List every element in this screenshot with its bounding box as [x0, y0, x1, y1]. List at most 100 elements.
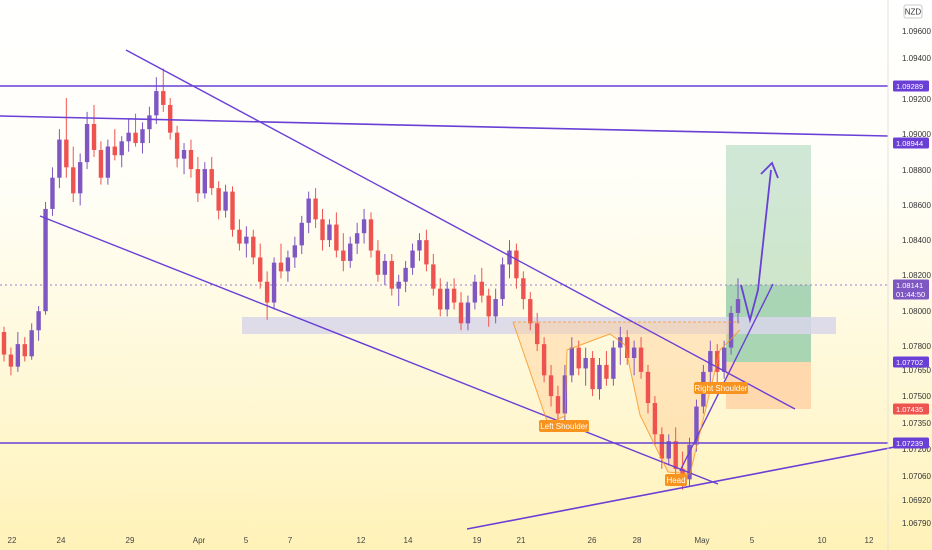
candle-body — [299, 222, 304, 246]
candle-body — [258, 257, 263, 282]
annotations-layer: Left Shoulder Head Right Shoulder — [539, 382, 748, 486]
candle — [528, 292, 533, 331]
candle-body — [576, 347, 581, 369]
price-tag-bg — [893, 80, 929, 92]
candle — [306, 191, 311, 234]
candle-body — [673, 441, 678, 469]
candle — [237, 219, 242, 251]
price-tick-label: 1.08200 — [902, 271, 931, 280]
price-tag-value: 1.08141 — [896, 281, 923, 290]
candle — [105, 139, 111, 185]
candle — [417, 233, 422, 261]
candle — [728, 306, 734, 355]
candle — [472, 274, 478, 310]
candle-body — [15, 344, 21, 367]
price-tag-bg — [893, 356, 929, 368]
candle-body — [119, 141, 124, 156]
price-tag-bg — [893, 279, 929, 300]
candle-body — [22, 344, 27, 357]
candle-body — [354, 233, 360, 244]
candle-body — [403, 267, 408, 282]
price-tag: 1.07702 — [893, 356, 929, 368]
time-tick-label: May — [694, 536, 709, 545]
candle-body — [583, 358, 588, 369]
candle — [569, 337, 575, 383]
price-tick-label: 1.07800 — [902, 342, 931, 351]
candle-body — [375, 250, 381, 275]
candle — [147, 106, 152, 144]
candle — [521, 271, 526, 310]
candle — [271, 257, 277, 310]
price-tick-label: 1.07200 — [902, 445, 931, 454]
price-tick-label: 1.07500 — [902, 392, 931, 401]
candle-body — [29, 330, 34, 357]
candle-body — [396, 281, 401, 289]
pattern-label-text: Right Shoulder — [695, 384, 748, 393]
currency-badge-text: NZD — [905, 8, 922, 17]
candle — [444, 281, 450, 317]
candle — [410, 243, 415, 275]
candle-body — [534, 323, 540, 345]
candle-body — [541, 344, 547, 376]
candle-body — [694, 406, 699, 445]
price-tag-bg — [893, 403, 929, 415]
pattern-label-bg — [694, 382, 748, 394]
head-shoulders-outline — [512, 321, 741, 475]
price-axis: NZD 1.09600 1.09400 1.09200 1.09000 1.08800 1.… — [887, 0, 931, 550]
candle — [64, 98, 69, 178]
candle-body — [562, 375, 568, 414]
candle-body — [652, 403, 658, 435]
time-tick-label: 21 — [517, 536, 526, 545]
pattern-label: Right Shoulder — [694, 382, 748, 394]
candle-body — [514, 250, 519, 279]
candle — [327, 219, 332, 248]
candle — [209, 156, 214, 196]
candle — [354, 222, 360, 254]
candle-body — [327, 224, 332, 241]
pattern-label-bg — [539, 420, 589, 432]
candle — [258, 243, 263, 289]
candle-body — [84, 124, 90, 163]
candle — [334, 212, 339, 258]
price-tick-label: 1.09200 — [902, 95, 931, 104]
upper-long-trendline — [0, 115, 889, 137]
candle-body — [735, 299, 741, 313]
candle-body — [50, 177, 55, 209]
candle-body — [708, 351, 713, 372]
candle — [251, 229, 256, 265]
candle — [541, 337, 547, 383]
candle — [140, 122, 145, 154]
candle — [431, 254, 436, 296]
projection-path — [740, 169, 772, 324]
price-tag-value: 1.07435 — [896, 405, 923, 414]
candle — [57, 129, 62, 189]
candle-body — [458, 302, 464, 324]
candle-body — [528, 299, 533, 324]
candle-body — [382, 260, 388, 275]
time-tick-label: Apr — [193, 536, 206, 545]
candle — [292, 236, 298, 268]
candle-body — [638, 347, 644, 372]
candle — [8, 347, 14, 376]
candle-body — [251, 236, 256, 258]
candle — [486, 288, 491, 327]
candle-body — [91, 124, 97, 150]
candle-body — [195, 169, 201, 194]
candle-body — [112, 146, 117, 156]
price-tag-value: 1.07239 — [896, 439, 923, 448]
candle — [652, 396, 658, 445]
candle-body — [438, 288, 443, 310]
candle — [597, 358, 602, 400]
pattern-label: Head — [665, 474, 687, 486]
candle-body — [320, 219, 325, 241]
pattern-label-text: Head — [666, 476, 685, 485]
candle-body — [479, 281, 484, 296]
candle-body — [43, 208, 48, 312]
time-tick-label: 22 — [8, 536, 17, 545]
candle — [174, 125, 180, 168]
candle — [188, 139, 194, 178]
candle — [223, 184, 228, 218]
candle — [1, 326, 7, 362]
candle — [604, 351, 609, 386]
